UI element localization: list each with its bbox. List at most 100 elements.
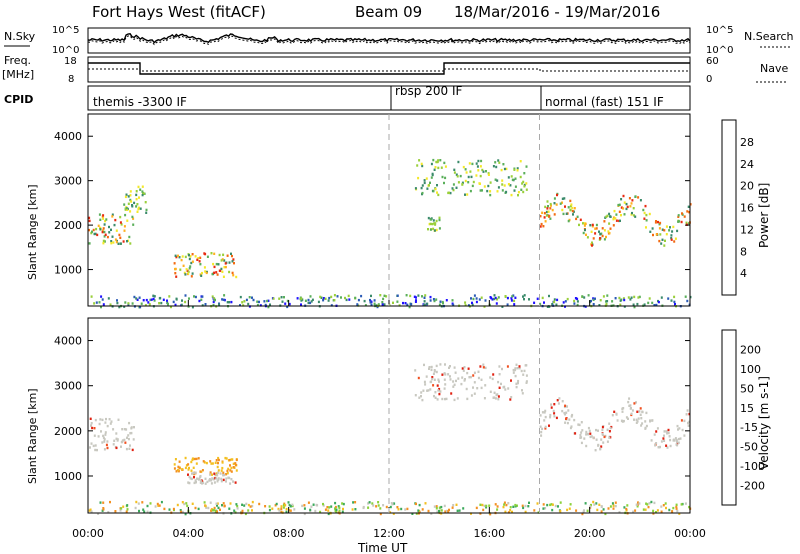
power-cell [222, 275, 225, 278]
velocity-cell [210, 509, 213, 512]
velocity-cell [193, 481, 196, 485]
velocity-cell [194, 471, 197, 474]
power-cell [575, 217, 578, 221]
power-cell [194, 255, 197, 258]
velocity-cell [230, 478, 233, 481]
power-cell [190, 261, 193, 265]
velocity-cell [636, 505, 639, 508]
velocity-cell [251, 504, 254, 508]
velocity-cell [196, 477, 198, 480]
velocity-cell [211, 477, 214, 480]
power-cell [464, 301, 467, 304]
velocity-cell [470, 512, 472, 515]
velocity-cell [396, 506, 399, 509]
power-cell [179, 268, 182, 271]
velocity-cell [210, 482, 213, 485]
power-cell [116, 299, 118, 302]
velocity-cell [127, 437, 130, 441]
velocity-cell [174, 458, 177, 461]
power-cell [95, 227, 98, 231]
power-cell [563, 197, 566, 200]
power-cell [540, 222, 543, 226]
velocity-cell [258, 502, 261, 506]
velocity-cell [663, 439, 666, 442]
power-cell [452, 188, 455, 192]
power-cell [432, 219, 435, 222]
power-cell [655, 233, 658, 236]
power-cell [603, 229, 606, 232]
velocity-cell [275, 502, 278, 506]
velocity-cell [635, 418, 638, 421]
power-cell [417, 294, 420, 297]
colorbar-tick-label: 12 [740, 223, 754, 236]
velocity-cell [126, 504, 129, 507]
velocity-cell [533, 509, 536, 512]
power-cell [598, 238, 601, 241]
power-cell [252, 298, 255, 302]
velocity-cell [578, 423, 581, 427]
xtick-label: 00:00 [674, 527, 706, 540]
power-cell [410, 303, 413, 306]
velocity-cell [125, 428, 128, 431]
power-cell [435, 160, 438, 164]
velocity-cell [251, 509, 253, 512]
velocity-cell [90, 424, 92, 427]
velocity-cell [550, 406, 553, 409]
velocity-cell [434, 396, 437, 399]
power-cell [437, 159, 440, 162]
velocity-cell [614, 504, 617, 508]
velocity-cell [216, 511, 218, 514]
velocity-cell [225, 473, 228, 476]
colorbar-tick-label: -50 [740, 441, 758, 454]
power-cell [512, 294, 515, 297]
velocity-cell [601, 425, 604, 429]
velocity-cell [677, 428, 679, 431]
power-cell [541, 211, 544, 214]
power-cell [553, 298, 556, 301]
velocity-cell [587, 426, 590, 430]
power-cell [417, 176, 420, 180]
velocity-cell [628, 404, 631, 407]
velocity-cell [502, 386, 505, 389]
power-cell [327, 299, 330, 302]
velocity-cell [666, 432, 669, 435]
velocity-cell [579, 434, 582, 437]
power-cell [564, 305, 566, 308]
power-cell [622, 297, 625, 300]
velocity-cell [470, 394, 473, 397]
power-cell [561, 201, 563, 204]
power-cell [102, 242, 105, 245]
velocity-cell [494, 503, 497, 506]
power-cell [317, 300, 320, 304]
velocity-cell [215, 459, 218, 462]
velocity-cell [640, 417, 643, 420]
velocity-cell [461, 376, 464, 379]
velocity-cell [601, 433, 604, 436]
velocity-cell [274, 504, 277, 507]
velocity-cell [521, 504, 524, 507]
power-cell [429, 181, 431, 184]
xtick-label: 00:00 [72, 527, 104, 540]
power-cell [574, 297, 577, 300]
power-cell [239, 304, 241, 307]
power-cell [443, 181, 445, 185]
power-cell [137, 185, 140, 189]
velocity-cell [581, 512, 584, 516]
velocity-cell [209, 501, 212, 504]
power-cell [201, 304, 204, 307]
colorbar-tick-label: 50 [740, 382, 754, 395]
velocity-cell [119, 509, 122, 512]
power-cell [187, 272, 190, 275]
power-cell [487, 172, 490, 175]
power-cell [432, 189, 435, 193]
power-cell [402, 301, 404, 305]
power-cell [438, 227, 441, 230]
velocity-cell [430, 380, 433, 383]
power-cell [124, 208, 127, 211]
velocity-cell [126, 436, 128, 439]
cpid-segment-normal: normal (fast) 151 IF [545, 95, 664, 109]
power-cell [439, 300, 442, 303]
velocity-cell [424, 502, 427, 505]
velocity-cell [507, 502, 510, 505]
power-cell [619, 219, 621, 222]
